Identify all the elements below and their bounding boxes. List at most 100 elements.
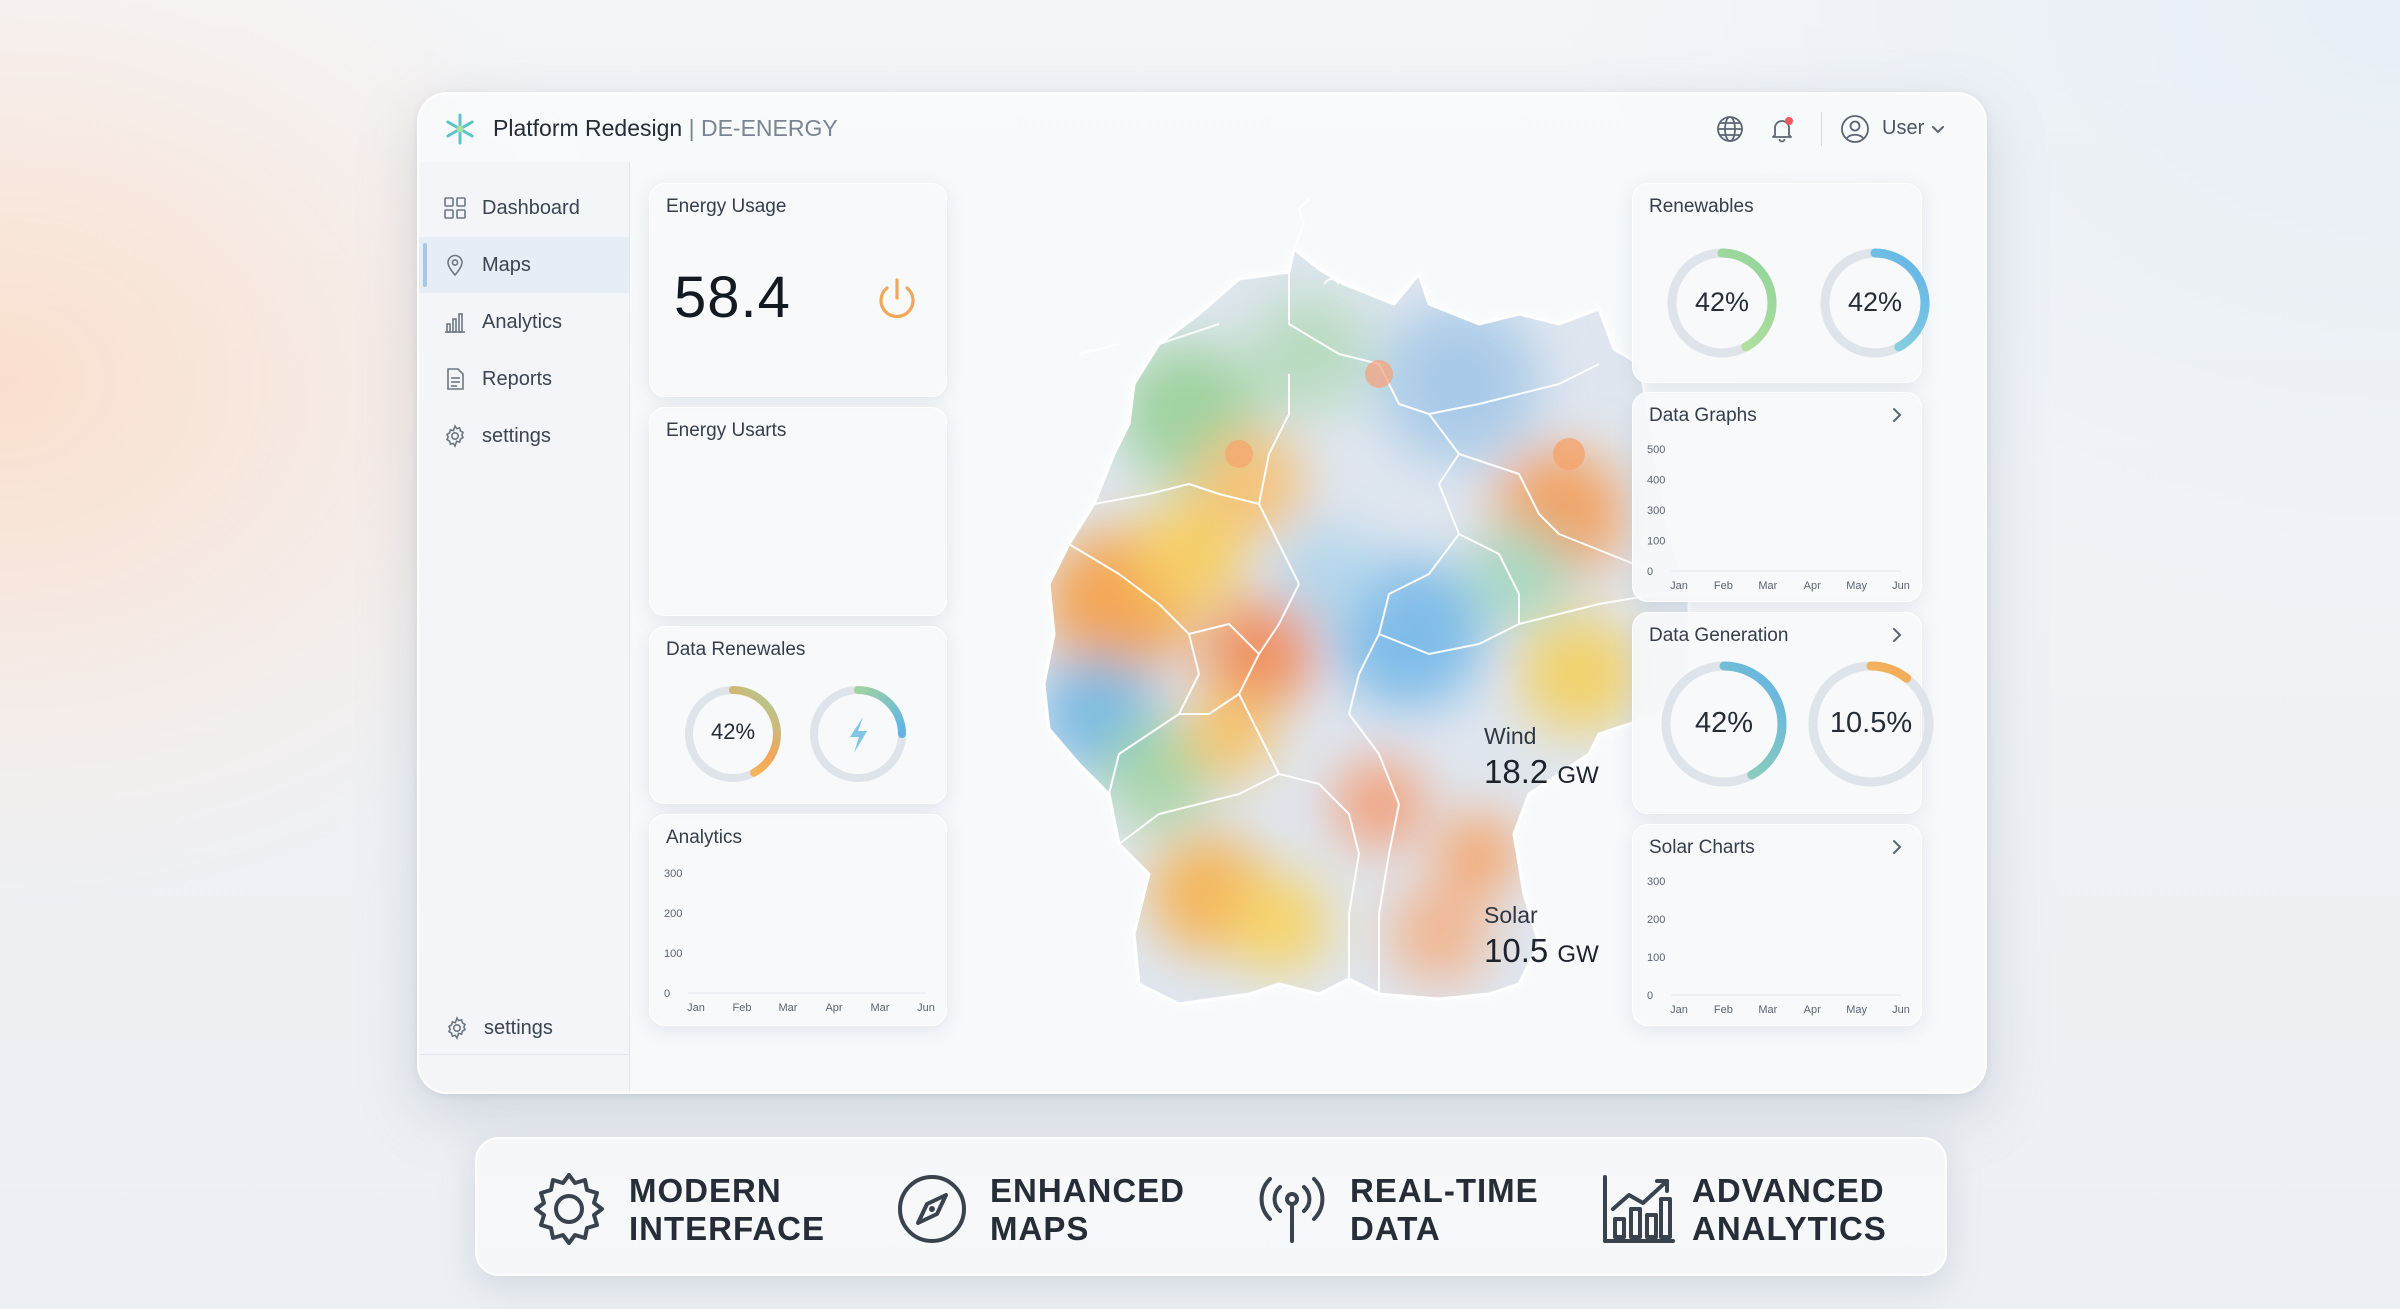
x-tick-label: Apr	[1804, 1004, 1821, 1016]
y-tick-label: 0	[1647, 566, 1653, 578]
generation-donut-label-2: 10.5%	[1829, 707, 1913, 739]
gear-icon	[445, 424, 465, 448]
card-title: Energy Usage	[666, 196, 787, 217]
compass-icon	[898, 1175, 966, 1243]
notification-dot-icon	[1785, 117, 1793, 125]
growth-chart-icon	[1603, 1175, 1675, 1243]
analytics-card[interactable]: Analytics 300 200 100 0 Jan Feb Mar Apr Mar Jun	[649, 814, 947, 1026]
sidebar-item-label: Analytics	[482, 311, 563, 333]
sidebar-item-maps[interactable]: Maps	[419, 237, 629, 293]
feature-advanced-analytics: ADVANCED ANALYTICS	[1692, 1172, 1887, 1248]
sidebar-footer-settings[interactable]: settings	[419, 1000, 629, 1056]
title-separator: |	[682, 115, 701, 141]
feature-line: MODERN	[629, 1172, 782, 1209]
globe-icon[interactable]	[1714, 113, 1746, 145]
card-title: Renewables	[1649, 196, 1754, 217]
x-tick-label: Mar	[779, 1002, 798, 1014]
generation-donut-chart-2	[1808, 661, 1934, 787]
power-icon[interactable]	[872, 274, 922, 324]
x-tick-label: Feb	[733, 1002, 752, 1014]
sidebar: Dashboard Maps Analytics Reports setting…	[419, 162, 630, 1092]
feature-line: INTERFACE	[629, 1210, 826, 1247]
x-tick-label: Apr	[825, 1002, 842, 1014]
user-menu-label[interactable]: User	[1882, 117, 1925, 139]
feature-real-time-data: REAL-TIME DATA	[1350, 1172, 1539, 1248]
y-tick-label: 200	[1647, 914, 1665, 926]
sidebar-footer-label: settings	[484, 1017, 553, 1039]
x-tick-label: Mar	[1758, 580, 1777, 592]
y-tick-label: 0	[1647, 990, 1653, 1002]
top-bar: Platform Redesign | DE-ENERGY User	[419, 94, 1985, 164]
feature-line: DATA	[1350, 1210, 1441, 1247]
chevron-down-icon[interactable]	[1928, 119, 1948, 139]
wind-label: Wind	[1484, 723, 1537, 749]
x-tick-label: Jun	[917, 1002, 935, 1014]
chevron-right-icon[interactable]	[1887, 405, 1907, 425]
feature-line: MAPS	[990, 1210, 1090, 1247]
energy-usage-card[interactable]: Energy Usage 58.4	[649, 183, 947, 397]
grid-icon	[444, 197, 466, 219]
sidebar-item-reports[interactable]: Reports	[419, 351, 629, 407]
app-title: Platform Redesign | DE-ENERGY	[493, 115, 838, 142]
wind-value: 18.2	[1484, 753, 1549, 790]
germany-heatmap[interactable]	[959, 154, 1699, 1034]
map-pin-icon	[447, 254, 463, 277]
renewables-donut-label-1: 42%	[1694, 287, 1750, 317]
sidebar-item-label: Reports	[482, 368, 553, 390]
renewables-donut-label-2: 42%	[1847, 287, 1903, 317]
sidebar-item-analytics[interactable]: Analytics	[419, 294, 629, 350]
energy-usarts-card[interactable]: Energy Usarts	[649, 407, 947, 616]
generation-donut-chart-1	[1661, 661, 1787, 787]
data-renewales-card[interactable]: Data Renewales 42%	[649, 626, 947, 804]
solar-charts-card[interactable]: Solar Charts 300 200 100 0 Jan Feb Mar Apr May Ju…	[1632, 824, 1922, 1026]
sidebar-item-label: Maps	[482, 254, 531, 276]
chevron-right-icon[interactable]	[1887, 625, 1907, 645]
y-tick-label: 100	[1647, 536, 1665, 548]
user-avatar-icon[interactable]	[1839, 113, 1871, 145]
feature-modern-interface: MODERN INTERFACE	[629, 1172, 825, 1248]
solar-value: 10.5	[1484, 932, 1549, 969]
sidebar-item-label: Dashboard	[482, 197, 580, 219]
x-tick-label: Apr	[1804, 580, 1821, 592]
x-tick-label: Jan	[1670, 1004, 1688, 1016]
solar-label: Solar	[1484, 902, 1538, 928]
data-graphs-mini-chart: 500 400 300 100 0 Jan Feb Mar Apr May Jun	[1647, 444, 1910, 592]
data-generation-card[interactable]: Data Generation 42% 10.5%	[1632, 612, 1934, 814]
renewales-donut-chart	[685, 686, 781, 782]
y-tick-label: 100	[664, 948, 682, 960]
bell-icon[interactable]	[1766, 113, 1798, 145]
chevron-right-icon[interactable]	[1887, 837, 1907, 857]
sidebar-item-settings[interactable]: settings	[419, 408, 629, 464]
y-tick-label: 300	[664, 868, 682, 880]
app-window: Platform Redesign | DE-ENERGY User	[417, 92, 1987, 1094]
renewables-donut-chart-2	[1820, 248, 1930, 358]
x-tick-label: Feb	[1714, 580, 1733, 592]
solar-unit: GW	[1557, 941, 1599, 968]
renewables-card[interactable]: Renewables 42% 42%	[1632, 183, 1930, 383]
sidebar-item-label: settings	[482, 425, 551, 447]
app-subtitle: DE-ENERGY	[700, 115, 838, 141]
y-tick-label: 300	[1647, 505, 1665, 517]
y-tick-label: 200	[664, 908, 682, 920]
features-bar: MODERN INTERFACE ENHANCED MAPS REAL-TIME…	[475, 1137, 1947, 1276]
feature-line: ENHANCED	[990, 1172, 1186, 1209]
feature-line: ADVANCED	[1692, 1172, 1885, 1209]
solar-charts-mini-chart: 300 200 100 0 Jan Feb Mar Apr May Jun	[1647, 876, 1910, 1016]
snowflake-logo-icon	[446, 113, 474, 145]
feature-line: ANALYTICS	[1692, 1210, 1887, 1247]
data-graphs-card[interactable]: Data Graphs 500 400 300 100 0 Jan Feb Mar Apr May…	[1632, 392, 1922, 602]
x-tick-label: Mar	[1758, 1004, 1777, 1016]
generation-donut-label-1: 42%	[1694, 707, 1754, 739]
sidebar-item-dashboard[interactable]: Dashboard	[419, 180, 629, 236]
document-icon	[447, 368, 464, 390]
gear-icon	[447, 1016, 467, 1040]
sidebar-footer-divider	[419, 1054, 629, 1055]
x-tick-label: Jan	[687, 1002, 705, 1014]
broadcast-icon	[1259, 1177, 1325, 1243]
card-title: Data Generation	[1649, 625, 1789, 646]
gear-icon	[534, 1173, 604, 1245]
lightning-gauge-icon	[810, 686, 906, 782]
x-tick-label: Jan	[1670, 580, 1688, 592]
x-tick-label: May	[1846, 580, 1867, 592]
feature-enhanced-maps: ENHANCED MAPS	[990, 1172, 1185, 1248]
